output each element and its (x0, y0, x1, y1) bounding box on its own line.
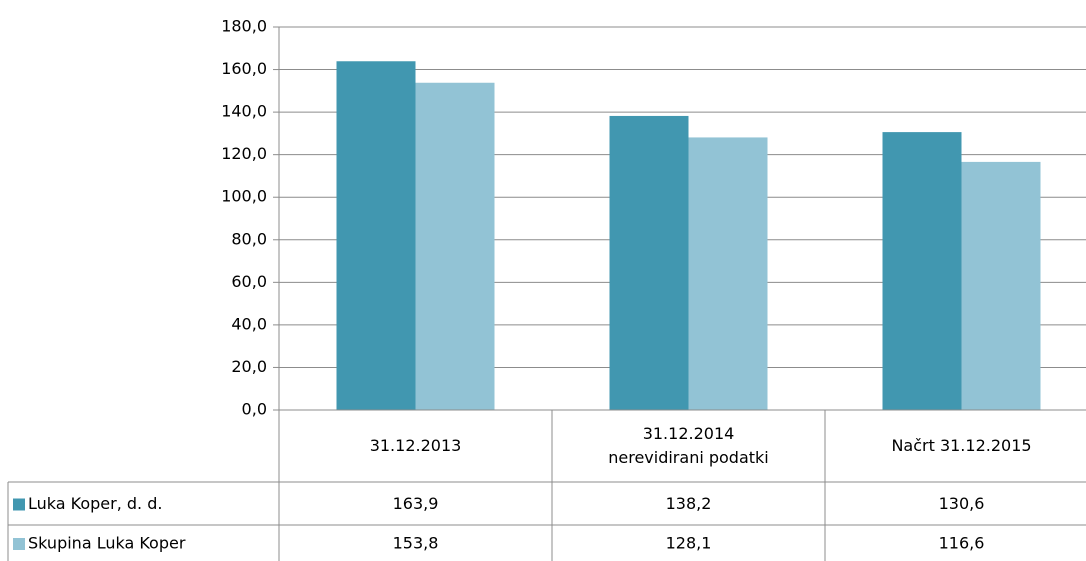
y-tick-label: 40,0 (231, 314, 267, 333)
y-tick-label: 140,0 (221, 102, 267, 121)
x-tick-label: 31.12.2013 (369, 436, 462, 455)
bar (688, 137, 768, 410)
y-tick-label: 60,0 (231, 272, 267, 291)
bar (961, 161, 1041, 410)
bar (882, 132, 962, 410)
value-label: 130,6 (939, 494, 985, 513)
x-tick-label: Načrt 31.12.2015 (891, 436, 1032, 455)
y-tick-label: 160,0 (221, 59, 267, 78)
y-tick-label: 0,0 (242, 400, 267, 419)
bar (609, 115, 689, 411)
y-tick-label: 20,0 (231, 357, 267, 376)
value-label: 153,8 (393, 534, 439, 553)
bar (336, 61, 416, 410)
legend-label: Luka Koper, d. d. (28, 494, 162, 513)
legend-swatch (13, 498, 25, 511)
x-tick-label: 31.12.2014 nerevidirani podatki (608, 424, 769, 467)
value-label: 138,2 (666, 494, 712, 513)
legend-label: Skupina Luka Koper (28, 534, 186, 553)
y-tick-label: 120,0 (221, 144, 267, 163)
value-label: 116,6 (939, 534, 985, 553)
y-tick-label: 100,0 (221, 187, 267, 206)
legend-swatch (13, 538, 25, 550)
y-tick-label: 80,0 (231, 229, 267, 248)
bar (415, 82, 495, 411)
value-label: 128,1 (666, 534, 712, 553)
y-tick-label: 180,0 (221, 17, 267, 36)
value-label: 163,9 (393, 494, 439, 513)
